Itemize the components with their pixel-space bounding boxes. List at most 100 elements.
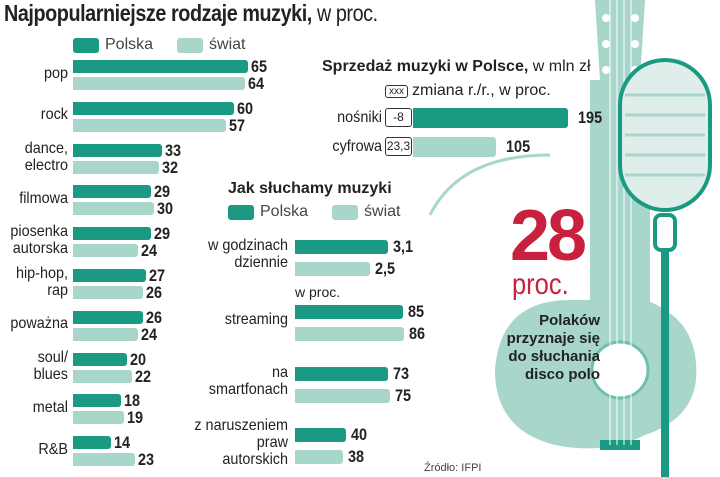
bar-swiat (73, 453, 135, 467)
bar-polska (73, 269, 146, 282)
bar-polska (73, 436, 111, 450)
change-box: 23,3 (385, 137, 412, 156)
bar-polska (73, 185, 151, 199)
bar-swiat (295, 327, 405, 341)
bar-polska (73, 60, 248, 73)
category-label: streaming (224, 310, 288, 328)
data-label: 33 (164, 140, 181, 160)
data-label: 105 (506, 137, 531, 156)
category-label: soul/ blues (33, 348, 68, 383)
data-label: 2,5 (375, 259, 396, 278)
highlight-number: 28 (510, 196, 587, 276)
bar-polska (295, 305, 403, 319)
data-label: 29 (154, 182, 171, 202)
bar-polska (295, 240, 388, 254)
data-label: 14 (113, 433, 130, 453)
bar-cyfrowa (413, 137, 497, 157)
bar-polska (295, 367, 388, 381)
data-label: 24 (140, 324, 157, 344)
data-label: 73 (392, 364, 409, 383)
data-label: 27 (148, 266, 165, 285)
data-label: 64 (248, 74, 265, 93)
bar-nośniki (413, 108, 569, 128)
bar-polska (73, 352, 127, 366)
data-label: 22 (135, 366, 152, 386)
data-label: 20 (129, 349, 146, 369)
note-box: xxx (385, 84, 408, 98)
bar-swiat (73, 286, 143, 299)
chart-title: Najpopularniejsze rodzaje muzyki, w proc… (4, 0, 378, 26)
data-label: 19 (127, 408, 144, 428)
data-label: 26 (145, 307, 163, 327)
data-label: 195 (578, 108, 603, 127)
sales-note: xxx zmiana r./r., w proc. (385, 82, 551, 100)
category-label: hip-hop, rap (15, 265, 69, 299)
bar-polska (73, 101, 235, 115)
bar-swiat (73, 369, 133, 383)
data-label: 3,1 (393, 237, 414, 256)
bar-polska (73, 227, 151, 241)
category-label: na smartfonach (208, 364, 288, 398)
bar-swiat (73, 118, 227, 132)
category-label: piosenka autorska (10, 223, 69, 258)
sublabel-percent: w proc. (295, 284, 341, 300)
note-text: zmiana r./r., w proc. (412, 82, 551, 99)
data-label: 86 (409, 324, 426, 343)
bar-swiat (295, 262, 370, 276)
category-label: R&B (38, 440, 68, 458)
legend-label: świat (364, 203, 401, 220)
data-label: 30 (156, 199, 173, 219)
data-label: 57 (229, 115, 246, 135)
category-label: w godzinach dziennie (207, 237, 288, 271)
bar-swiat (73, 202, 154, 216)
bar-swiat (295, 450, 344, 464)
legend-middle: Polska świat (228, 203, 400, 221)
category-label: metal (32, 398, 68, 416)
legend-swatch-swiat (332, 204, 359, 220)
source: Źródło: IFPI (424, 462, 482, 474)
data-label: 60 (237, 98, 254, 118)
legend-label: świat (209, 36, 246, 53)
data-label: 75 (395, 386, 412, 405)
bar-polska (73, 143, 162, 157)
category-label: filmowa (19, 189, 68, 207)
legend-label: Polska (260, 203, 309, 220)
change-box: -8 (385, 108, 412, 127)
guitar-microphone-illustration (428, 0, 712, 477)
data-label: 23 (137, 450, 154, 470)
legend-left: Polska świat (73, 36, 245, 54)
data-label: 29 (154, 224, 171, 244)
bar-swiat (73, 244, 138, 258)
category-label: dance, electro (24, 139, 69, 174)
data-label: 85 (407, 302, 425, 321)
bar-polska (73, 394, 122, 408)
data-label: 24 (140, 241, 157, 261)
legend-label: Polska (105, 36, 154, 53)
legend-swatch-polska (228, 204, 254, 220)
category-label: z naruszeniem praw autorskich (194, 416, 288, 468)
data-label: 32 (162, 157, 179, 177)
legend-swatch-swiat (177, 37, 204, 53)
listening-title: Jak słuchamy muzyki (228, 180, 392, 197)
sales-title: Sprzedaż muzyki w Polsce, w mln zł (322, 58, 591, 75)
bar-swiat (73, 77, 246, 90)
category-label: cyfrowa (332, 138, 382, 155)
legend-swatch-polska (73, 37, 99, 53)
highlight-unit: proc. (512, 268, 569, 301)
data-label: 38 (348, 447, 365, 466)
category-label: nośniki (337, 109, 382, 126)
bar-swiat (295, 389, 391, 403)
highlight-text: Polaków przyznaje się do słuchania disco… (506, 312, 600, 383)
data-label: 65 (250, 57, 267, 76)
bar-polska (295, 428, 346, 442)
data-label: 26 (145, 283, 163, 302)
bar-polska (73, 310, 143, 324)
bar-swiat (73, 411, 125, 425)
data-label: 40 (350, 425, 367, 444)
bar-swiat (73, 160, 160, 174)
category-label: rock (40, 106, 68, 124)
category-label: pop (43, 64, 68, 82)
data-label: 18 (124, 391, 141, 411)
bar-swiat (73, 327, 138, 341)
category-label: poważna (10, 315, 69, 333)
